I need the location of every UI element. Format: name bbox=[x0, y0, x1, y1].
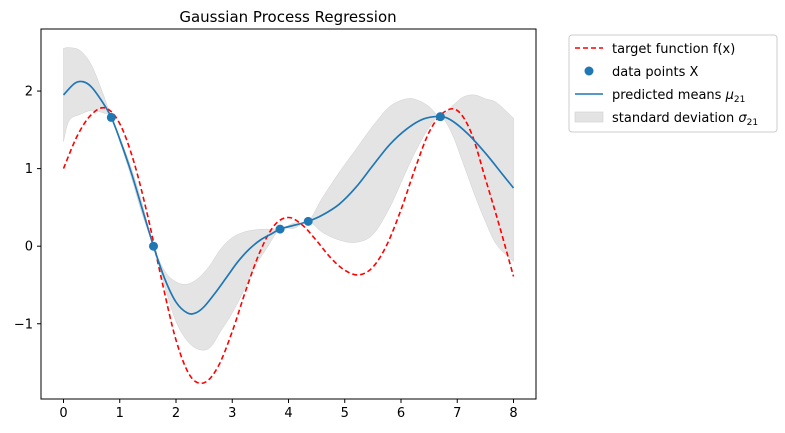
legend-target-label: target function f(x) bbox=[612, 42, 735, 57]
chart-title: Gaussian Process Regression bbox=[179, 8, 396, 26]
x-tick-label: 6 bbox=[397, 406, 405, 421]
data-point bbox=[435, 112, 445, 122]
plot-area bbox=[40, 28, 537, 400]
legend-std-text: standard deviation bbox=[612, 111, 738, 126]
legend-mean-text: predicted means bbox=[612, 88, 726, 103]
legend-points-swatch bbox=[584, 66, 594, 76]
legend-frame bbox=[568, 34, 778, 133]
std-band-layer bbox=[63, 47, 514, 351]
x-tick-label: 0 bbox=[59, 406, 67, 421]
x-axis: 0 1 2 3 4 5 6 7 8 bbox=[59, 399, 518, 421]
legend-std-subscript: 21 bbox=[747, 118, 758, 128]
predicted-mean-line bbox=[62, 80, 515, 315]
legend-mean-subscript: 21 bbox=[734, 95, 745, 105]
y-tick-label: 2 bbox=[25, 85, 33, 100]
legend: target function f(x) data points X predi… bbox=[568, 34, 778, 133]
legend-mean-label: predicted means μ21 bbox=[612, 88, 745, 105]
x-tick-label: 3 bbox=[228, 406, 236, 421]
points-layer bbox=[106, 112, 445, 251]
legend-std-label: standard deviation σ21 bbox=[612, 111, 758, 128]
data-point bbox=[303, 216, 313, 226]
y-tick-label: −1 bbox=[14, 317, 33, 332]
legend-std-symbol: σ bbox=[738, 111, 747, 126]
x-tick-label: 8 bbox=[509, 406, 517, 421]
x-tick-label: 1 bbox=[116, 406, 124, 421]
mean-layer bbox=[62, 80, 515, 315]
std-deviation-band bbox=[63, 47, 514, 351]
legend-std-swatch bbox=[574, 111, 604, 123]
y-tick-label: 1 bbox=[25, 162, 33, 177]
legend-mean-symbol: μ bbox=[725, 88, 734, 103]
x-tick-label: 4 bbox=[284, 406, 292, 421]
x-tick-label: 2 bbox=[172, 406, 180, 421]
plot-background bbox=[41, 29, 536, 399]
data-point bbox=[149, 241, 158, 251]
x-tick-label: 7 bbox=[453, 406, 461, 421]
y-tick-label: 0 bbox=[25, 240, 33, 255]
y-axis: −1 0 1 2 bbox=[14, 85, 41, 332]
data-point bbox=[106, 112, 116, 122]
data-point bbox=[275, 224, 285, 234]
legend-points-label: data points X bbox=[612, 65, 698, 80]
x-tick-label: 5 bbox=[341, 406, 349, 421]
